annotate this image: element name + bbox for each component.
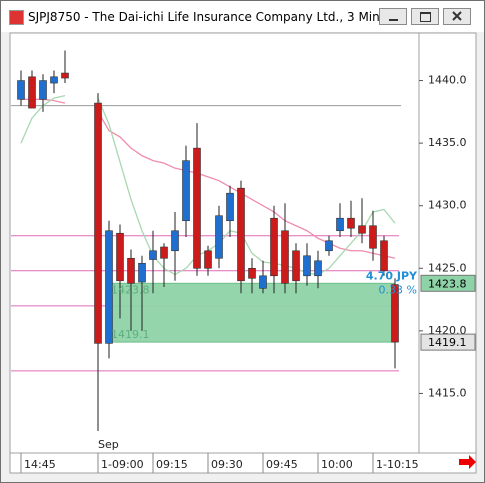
x-axis-area [9,452,477,474]
candle-body [39,80,47,100]
candle-body [292,250,300,282]
candle-body [105,230,113,344]
x-tick-label: 09:45 [266,458,298,471]
x-tick-label: 1-09:00 [101,458,144,471]
candle-body [182,160,190,222]
y-tick-label: 1415.0 [428,386,467,399]
app-icon [9,10,24,25]
measure-change: 4.70 JPY [366,269,418,282]
scroll-arrow[interactable] [459,455,476,469]
title-bar: SJPJ8750 - The Dai-ichi Life Insurance C… [1,1,484,32]
x-tick-label: 10:00 [321,458,353,471]
candle-body [237,187,245,282]
candle-body [358,225,366,234]
x-tick-label: 09:30 [211,458,243,471]
candle-body [160,246,168,259]
candle-body [259,275,267,289]
minimize-button[interactable] [379,8,407,25]
maximize-button[interactable] [411,8,439,25]
measure-box [106,282,396,343]
y-tick-label: 1420.0 [428,324,467,337]
price-tag-label: 1419.1 [428,336,467,349]
candle-body [138,262,146,283]
candle-body [391,284,399,343]
candle-body [204,250,212,269]
close-icon [452,11,462,21]
y-tick-label: 1435.0 [428,136,467,149]
session-label: Sep [98,438,119,451]
x-tick-label: 14:45 [24,458,56,471]
measure-change-pct: 0.33 % [379,283,417,296]
y-axis-area [418,32,477,454]
measure-top-label: 1423.8 [111,283,150,296]
candle-body [347,217,355,229]
candle-body [127,257,135,284]
candle-body [17,80,25,100]
candle-body [226,192,234,222]
price-tag [420,333,476,351]
candle-body [215,215,223,259]
candle-body [303,255,311,277]
chart: 1415.0 1420.0 1425.0 1430.0 1435.0 1440.0 14:4… [9,32,477,474]
candle-body [94,102,102,344]
candle-body [116,232,124,282]
candle-body [336,217,344,232]
candle-body [314,260,322,277]
candle-body [369,225,377,249]
candle-body [61,72,69,79]
close-button[interactable] [443,8,471,25]
candle-body [281,230,289,284]
candle-body [380,240,388,272]
candle-body [193,147,201,269]
y-tick-label: 1440.0 [428,74,467,87]
window-title: SJPJ8750 - The Dai-ichi Life Insurance C… [28,10,380,24]
candle-body [325,240,333,252]
y-tick-label: 1430.0 [428,199,467,212]
x-tick-label: 1-10:15 [376,458,419,471]
candle-body [270,217,278,277]
price-tag-label: 1423.8 [428,277,467,290]
measure-bottom-label: 1419.1 [111,328,150,341]
price-tag [420,274,476,292]
y-tick-label: 1425.0 [428,261,467,274]
candle-body [171,230,179,252]
candle-body [149,250,157,260]
candle-body [248,267,256,279]
candle-body [50,76,58,84]
plot-area [9,32,420,454]
candle-body [28,76,36,109]
x-tick-label: 09:15 [156,458,188,471]
